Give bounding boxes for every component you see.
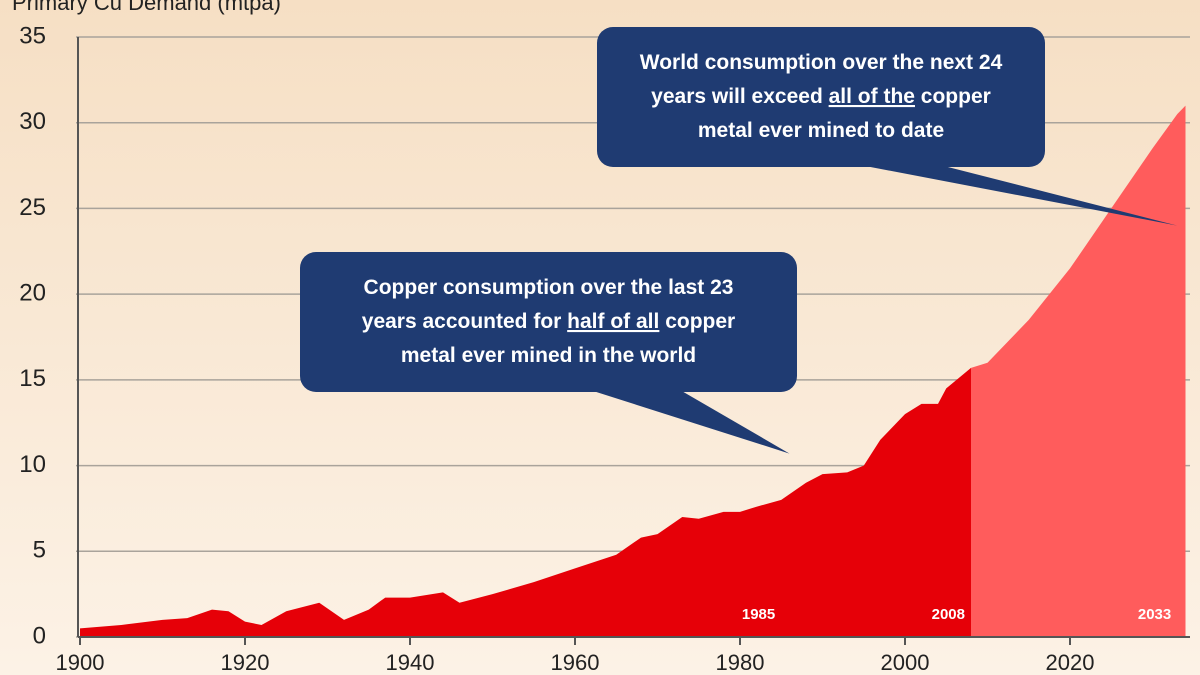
callout-box — [597, 27, 1045, 167]
callout: World consumption over the next 24 years … — [597, 27, 1178, 226]
callout-text: Copper consumption over the last 23 — [364, 276, 734, 299]
area-history — [80, 367, 971, 637]
y-tick-label: 10 — [19, 451, 46, 478]
y-tick-label: 30 — [19, 108, 46, 135]
period-label: 2033 — [1138, 606, 1171, 623]
callout-segment: years will exceed — [651, 85, 828, 108]
callout-text: metal ever mined in the world — [401, 344, 696, 367]
callout-text: metal ever mined to date — [698, 119, 944, 142]
y-tick-label: 5 — [33, 537, 46, 564]
y-axis-title: Primary Cu Demand (mtpa) — [12, 0, 281, 15]
x-tick-label: 2000 — [881, 650, 930, 675]
y-tick-label: 35 — [19, 22, 46, 49]
x-tick-label: 1940 — [386, 650, 435, 675]
x-tick-label: 2020 — [1046, 650, 1095, 675]
callout-segment: metal ever mined to date — [698, 119, 944, 142]
x-tick-label: 1900 — [56, 650, 105, 675]
callout-segment: copper — [915, 85, 991, 108]
x-tick-label: 1920 — [221, 650, 270, 675]
callout-tail — [590, 390, 790, 454]
callout-tail — [860, 165, 1178, 226]
callout-text: years will exceed all of the copper — [651, 85, 991, 108]
y-tick-label: 15 — [19, 365, 46, 392]
area-forecast — [971, 105, 1186, 638]
x-tick-label: 1980 — [716, 650, 765, 675]
callout-segment: Copper consumption over the last 23 — [364, 276, 734, 299]
period-label: 2008 — [932, 606, 965, 623]
callout-segment: copper — [659, 310, 735, 333]
callout-segment: metal ever mined in the world — [401, 344, 696, 367]
y-tick-label: 0 — [33, 622, 46, 649]
callout-box — [300, 252, 797, 392]
callout-segment: all of the — [829, 85, 915, 108]
y-tick-label: 20 — [19, 279, 46, 306]
callout-segment: half of all — [567, 310, 659, 333]
callout: Copper consumption over the last 23 years… — [300, 252, 797, 454]
period-label: 1985 — [742, 606, 775, 623]
x-tick-label: 1960 — [551, 650, 600, 675]
callout-segment: years accounted for — [362, 310, 567, 333]
callout-text: years accounted for half of all copper — [362, 310, 735, 333]
callout-segment: World consumption over the next 24 — [640, 51, 1003, 74]
y-tick-label: 25 — [19, 194, 46, 221]
callout-text: World consumption over the next 24 — [640, 51, 1003, 74]
